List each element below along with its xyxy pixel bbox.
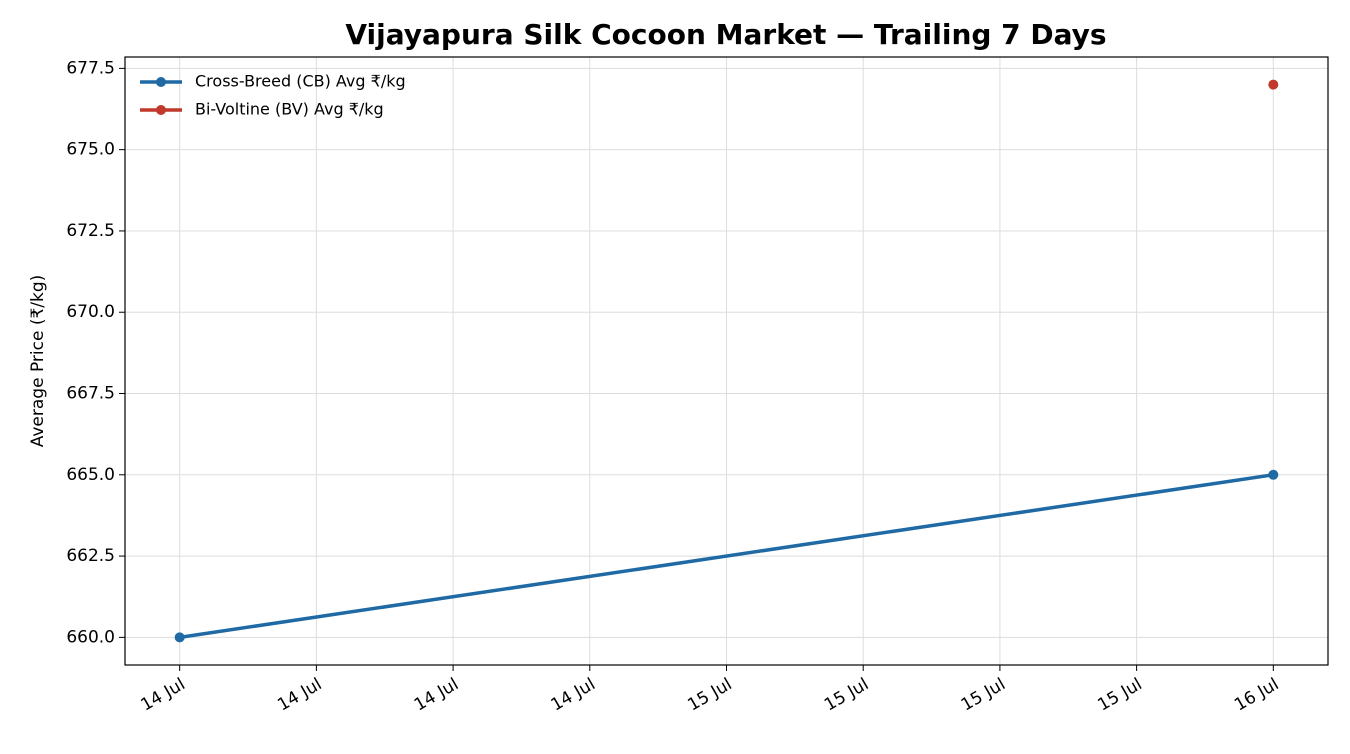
chart-title: Vijayapura Silk Cocoon Market — Trailing… [345,18,1106,51]
series-line [179,473,1274,640]
plot-frame [124,56,1329,666]
data-point [174,632,185,643]
legend-label: Bi-Voltine (BV) Avg ₹/kg [195,100,384,119]
y-tick-label: 667.5 [66,384,115,404]
y-axis-label: Average Price (₹/kg) [28,275,48,448]
y-tick-label: 670.0 [66,302,115,322]
y-tick-label: 675.0 [66,140,115,160]
y-tick-label: 660.0 [66,627,115,647]
y-tick-label: 677.5 [66,58,115,78]
legend-marker [156,77,166,87]
legend-label: Cross-Breed (CB) Avg ₹/kg [195,72,406,91]
y-tick-label: 672.5 [66,221,115,241]
data-point [1268,469,1279,480]
y-tick-label: 665.0 [66,465,115,485]
legend-marker [156,105,166,115]
data-point [1268,79,1279,90]
y-tick-label: 662.5 [66,546,115,566]
